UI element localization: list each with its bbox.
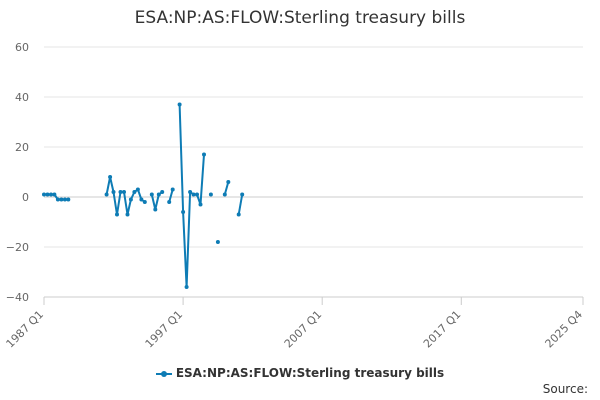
legend-marker-icon (155, 370, 172, 377)
data-point (104, 192, 109, 197)
data-point (195, 192, 199, 197)
y-tick-label: 20 (15, 141, 29, 154)
data-point (149, 192, 154, 197)
data-point (177, 102, 182, 107)
data-point (191, 192, 196, 197)
x-axis (43, 196, 584, 305)
series-line (105, 176, 146, 216)
data-point (42, 192, 46, 197)
data-point (135, 187, 140, 192)
data-point (198, 202, 203, 207)
data-point (139, 197, 144, 202)
data-point (55, 197, 60, 202)
x-tick-label: 2007 Q1 (282, 308, 325, 351)
data-point (202, 152, 206, 157)
data-point (122, 190, 126, 194)
y-tick-label: −40 (6, 291, 29, 304)
x-tick-label: 2025 Q4 (543, 308, 586, 351)
y-axis-labels: −40 −20 0 20 40 60 (6, 41, 29, 304)
chart-title: ESA:NP:AS:FLOW:Sterling treasury bills (134, 8, 466, 28)
source-label: Source: (542, 382, 588, 396)
data-point (160, 190, 165, 194)
data-point (222, 192, 227, 197)
x-tick-label: 2017 Q1 (421, 308, 464, 351)
grid-lines (44, 46, 583, 298)
x-tick-label: 1987 Q1 (4, 308, 47, 351)
x-tick-label: 1997 Q1 (143, 308, 186, 351)
series-line (168, 189, 174, 203)
data-point (240, 192, 245, 197)
data-point (45, 192, 50, 197)
data-point (153, 207, 158, 212)
data-point (226, 180, 231, 184)
data-point (156, 192, 161, 197)
y-tick-label: 60 (15, 41, 29, 54)
y-tick-label: 0 (22, 191, 29, 204)
y-tick-label: −20 (6, 241, 29, 254)
data-point (184, 285, 189, 289)
data-point (188, 190, 193, 194)
data-point (59, 197, 64, 202)
data-point (62, 197, 67, 202)
series-line (223, 181, 230, 195)
data-point (115, 212, 119, 217)
data-point (118, 190, 123, 194)
y-tick-label: 40 (15, 91, 29, 104)
data-point (132, 190, 137, 194)
data-point (111, 190, 116, 194)
series-line (237, 194, 244, 215)
data-point (108, 175, 113, 179)
data-point (66, 197, 71, 202)
series-sterling-treasury-bills (42, 102, 245, 289)
data-point (52, 192, 57, 197)
series-line (178, 104, 205, 288)
data-point (170, 187, 175, 192)
x-axis-labels: 1987 Q1 1997 Q1 2007 Q1 2017 Q1 2025 Q4 (4, 308, 586, 351)
series-line (150, 191, 163, 211)
legend-label: ESA:NP:AS:FLOW:Sterling treasury bills (175, 366, 445, 380)
data-point (208, 192, 213, 197)
data-point (142, 200, 147, 204)
data-point (181, 210, 186, 214)
legend[interactable]: ESA:NP:AS:FLOW:Sterling treasury bills (0, 366, 600, 380)
data-point (167, 200, 172, 204)
data-point (215, 240, 220, 244)
data-point (125, 212, 130, 217)
data-point (49, 192, 53, 197)
data-point (128, 197, 133, 202)
data-point (236, 212, 241, 217)
